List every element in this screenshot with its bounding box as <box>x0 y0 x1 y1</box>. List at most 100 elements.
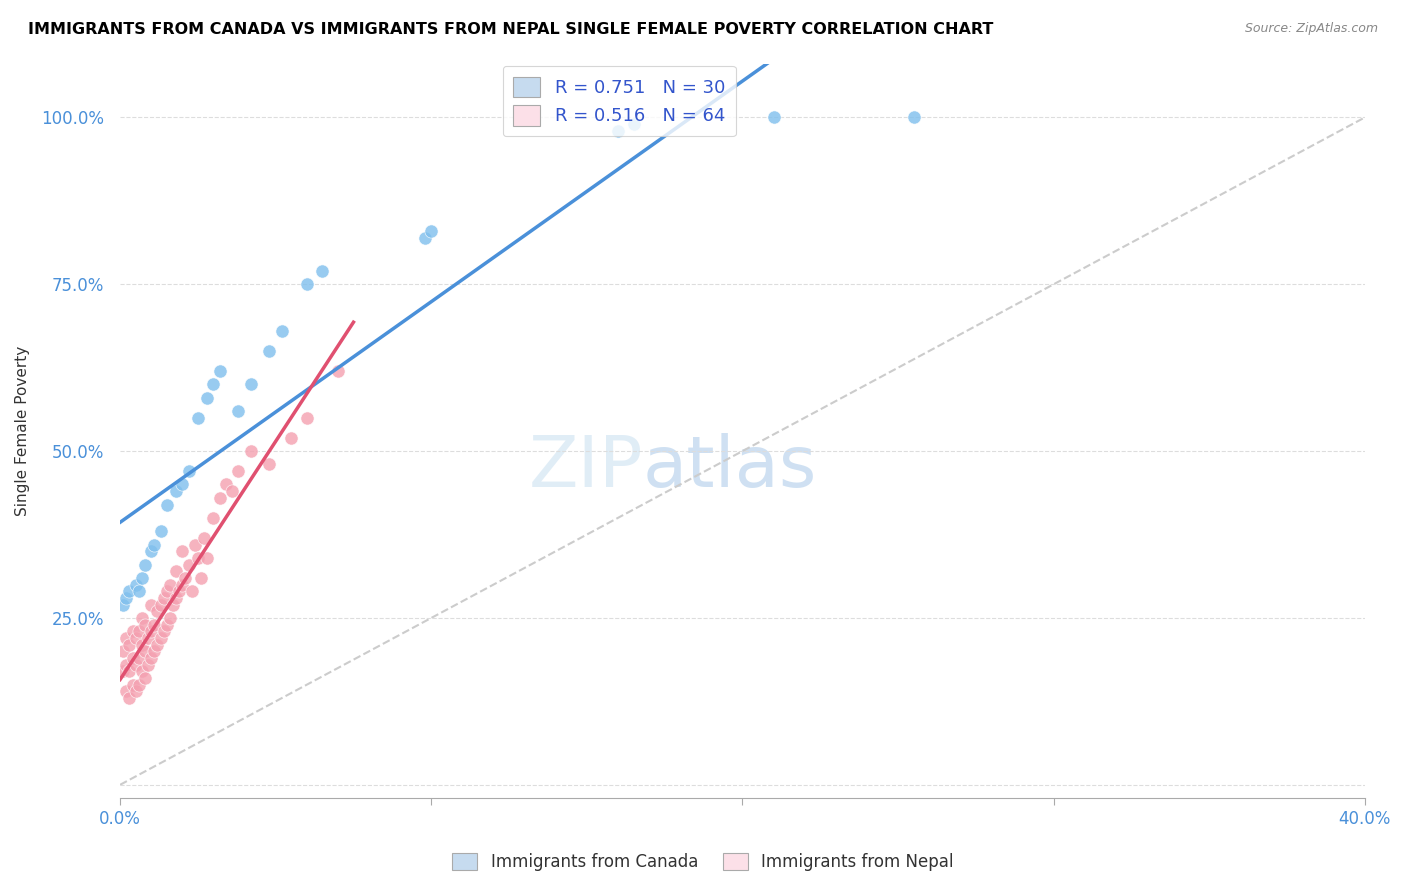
Point <box>259 458 281 472</box>
Text: IMMIGRANTS FROM CANADA VS IMMIGRANTS FROM NEPAL SINGLE FEMALE POVERTY CORRELATIO: IMMIGRANTS FROM CANADA VS IMMIGRANTS FRO… <box>28 22 994 37</box>
Point <box>172 544 194 558</box>
Point <box>184 537 207 551</box>
Point <box>121 624 143 639</box>
Point <box>177 558 200 572</box>
Point <box>141 651 163 665</box>
Point <box>167 584 190 599</box>
Point <box>903 111 925 125</box>
Point <box>112 644 135 658</box>
Point <box>143 617 166 632</box>
Point <box>295 410 318 425</box>
Point <box>152 591 174 605</box>
Point <box>124 684 146 698</box>
Point <box>165 564 187 578</box>
Point <box>143 644 166 658</box>
Text: Source: ZipAtlas.com: Source: ZipAtlas.com <box>1244 22 1378 36</box>
Point <box>118 691 141 706</box>
Point <box>131 665 153 679</box>
Point <box>141 624 163 639</box>
Point <box>311 264 333 278</box>
Point <box>146 638 169 652</box>
Point <box>159 611 181 625</box>
Point <box>174 571 197 585</box>
Point <box>115 657 138 672</box>
Point <box>420 224 443 238</box>
Point <box>195 550 218 565</box>
Point <box>165 484 187 499</box>
Point <box>112 665 135 679</box>
Point <box>413 230 436 244</box>
Point <box>149 631 172 645</box>
Point <box>623 117 645 131</box>
Point <box>208 364 231 378</box>
Point <box>118 584 141 599</box>
Point <box>221 484 243 499</box>
Point <box>159 577 181 591</box>
Point <box>134 617 156 632</box>
Point <box>165 591 187 605</box>
Point <box>118 638 141 652</box>
Point <box>156 617 179 632</box>
Point <box>162 598 184 612</box>
Point <box>128 678 150 692</box>
Point <box>124 577 146 591</box>
Point <box>172 577 194 591</box>
Point <box>134 671 156 685</box>
Point <box>187 410 209 425</box>
Point <box>239 444 262 458</box>
Point <box>215 477 238 491</box>
Point <box>131 638 153 652</box>
Y-axis label: Single Female Poverty: Single Female Poverty <box>15 346 30 516</box>
Point <box>172 477 194 491</box>
Point <box>187 550 209 565</box>
Point <box>121 651 143 665</box>
Point <box>607 124 630 138</box>
Point <box>149 524 172 539</box>
Point <box>195 391 218 405</box>
Point <box>180 584 202 599</box>
Point <box>134 558 156 572</box>
Point <box>326 364 349 378</box>
Point <box>115 631 138 645</box>
Text: atlas: atlas <box>643 434 817 502</box>
Point <box>115 591 138 605</box>
Point <box>143 537 166 551</box>
Point <box>118 665 141 679</box>
Point <box>128 624 150 639</box>
Point <box>295 277 318 292</box>
Point <box>202 511 225 525</box>
Point <box>128 584 150 599</box>
Point <box>124 657 146 672</box>
Point <box>177 464 200 478</box>
Point <box>208 491 231 505</box>
Point <box>228 464 250 478</box>
Point <box>193 531 215 545</box>
Legend: R = 0.751   N = 30, R = 0.516   N = 64: R = 0.751 N = 30, R = 0.516 N = 64 <box>502 66 737 136</box>
Point <box>141 544 163 558</box>
Point <box>136 657 159 672</box>
Point <box>128 651 150 665</box>
Point <box>141 598 163 612</box>
Point <box>270 324 292 338</box>
Point <box>134 644 156 658</box>
Point <box>762 111 785 125</box>
Point <box>131 571 153 585</box>
Point <box>112 598 135 612</box>
Point <box>121 678 143 692</box>
Point <box>239 377 262 392</box>
Point <box>124 631 146 645</box>
Legend: Immigrants from Canada, Immigrants from Nepal: Immigrants from Canada, Immigrants from … <box>444 845 962 880</box>
Point <box>136 631 159 645</box>
Point <box>152 624 174 639</box>
Point <box>202 377 225 392</box>
Point <box>190 571 212 585</box>
Point <box>156 498 179 512</box>
Point <box>280 431 302 445</box>
Point <box>115 684 138 698</box>
Text: ZIP: ZIP <box>529 434 643 502</box>
Point <box>259 344 281 359</box>
Point <box>146 604 169 618</box>
Point <box>149 598 172 612</box>
Point <box>131 611 153 625</box>
Point <box>228 404 250 418</box>
